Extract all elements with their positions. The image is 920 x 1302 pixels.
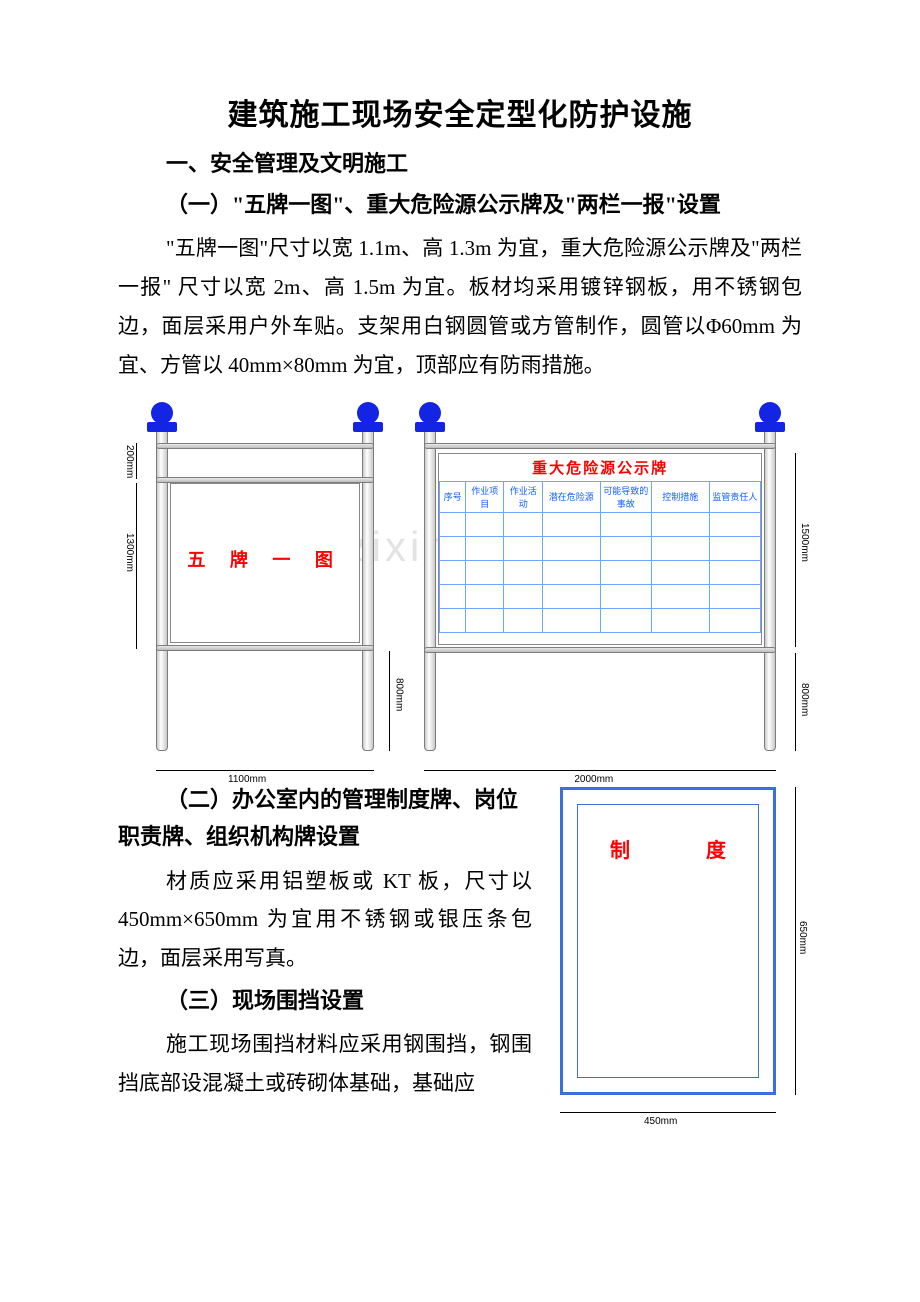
dim-200mm: 200mm	[124, 445, 135, 478]
dim-line	[156, 770, 374, 771]
subsection-1-para: "五牌一图"尺寸以宽 1.1m、高 1.3m 为宜，重大危险源公示牌及"两栏一报…	[118, 229, 802, 384]
dim-line	[795, 653, 796, 751]
dim-1300mm: 1300mm	[124, 533, 135, 572]
lower-text-column: （二）办公室内的管理制度牌、岗位职责牌、组织机构牌设置 材质应采用铝塑板或 KT…	[118, 781, 532, 1121]
table-row	[440, 560, 761, 584]
hazard-table: 序号 作业项目 作业活动 潜在危险源 可能导致的事故 控制措施 监管责任人	[439, 481, 761, 633]
finial-icon	[419, 402, 441, 424]
table-row	[440, 512, 761, 536]
table-row	[440, 584, 761, 608]
section-1-heading: 一、安全管理及文明施工	[118, 146, 802, 178]
finial-icon	[759, 402, 781, 424]
dim-line	[795, 453, 796, 647]
hazard-table-body	[440, 512, 761, 632]
sign1-post-right	[362, 421, 374, 751]
subsection-1-heading: （一）"五牌一图"、重大危险源公示牌及"两栏一报"设置	[118, 186, 802, 223]
dim-800mm: 800mm	[393, 678, 404, 711]
finial-base-icon	[415, 422, 445, 432]
col-project: 作业项目	[466, 481, 504, 512]
sign1-bar	[156, 443, 374, 449]
sign-hazard-board: 重大危险源公示牌 序号 作业项目 作业活动 潜在危险源 可能导致的事故 控制措施…	[414, 403, 802, 763]
hazard-table-header-row: 序号 作业项目 作业活动 潜在危险源 可能导致的事故 控制措施 监管责任人	[440, 481, 761, 512]
sign2-board: 重大危险源公示牌 序号 作业项目 作业活动 潜在危险源 可能导致的事故 控制措施…	[438, 453, 762, 645]
sign1-board: 五 牌 一 图	[170, 483, 360, 643]
sign2-bar	[424, 443, 776, 449]
subsection-1-heading-text: （一）"五牌一图"、重大危险源公示牌及"两栏一报"设置	[118, 186, 802, 223]
sign1-post-left	[156, 421, 168, 751]
sign2-title: 重大危险源公示牌	[439, 454, 761, 481]
finial-icon	[151, 402, 173, 424]
dim-1500mm: 1500mm	[799, 523, 810, 562]
dim-1100mm: 1100mm	[228, 774, 266, 785]
col-hazard: 潜在危险源	[542, 481, 600, 512]
policy-board-inner	[577, 804, 759, 1078]
diagrams-row: www.zixin.com.cn 五 牌 一 图 200mm 1300mm 80…	[118, 403, 802, 763]
col-activity: 作业活动	[504, 481, 542, 512]
policy-board-outer: 制 度	[560, 787, 776, 1095]
table-row	[440, 608, 761, 632]
dim-800mm: 800mm	[799, 683, 810, 716]
sign-five-boards: www.zixin.com.cn 五 牌 一 图 200mm 1300mm 80…	[118, 403, 386, 763]
col-control: 控制措施	[651, 481, 709, 512]
finial-icon	[357, 402, 379, 424]
subsection-3-heading: （三）现场围挡设置	[118, 982, 532, 1019]
dim-line	[136, 443, 137, 479]
table-row	[440, 536, 761, 560]
sign2-bar	[424, 647, 776, 653]
policy-board-diagram: 制 度 650mm 450mm	[554, 781, 802, 1121]
subsection-2-para: 材质应采用铝塑板或 KT 板，尺寸以450mm×650mm 为宜用不锈钢或银压条…	[118, 862, 532, 979]
finial-base-icon	[353, 422, 383, 432]
col-supervisor: 监管责任人	[709, 481, 760, 512]
dim-line	[424, 770, 776, 771]
sign1-label: 五 牌 一 图	[171, 546, 359, 572]
dim-450mm: 450mm	[644, 1116, 677, 1127]
dim-line	[389, 651, 390, 751]
dim-line	[136, 483, 137, 649]
col-seq: 序号	[440, 481, 466, 512]
subsection-2-heading: （二）办公室内的管理制度牌、岗位职责牌、组织机构牌设置	[118, 781, 532, 856]
dim-line	[560, 1112, 776, 1113]
sign2-post-right	[764, 421, 776, 751]
subsection-3-para: 施工现场围挡材料应采用钢围挡，钢围挡底部设混凝土或砖砌体基础，基础应	[118, 1025, 532, 1103]
sign2-post-left	[424, 421, 436, 751]
dim-650mm: 650mm	[797, 921, 808, 954]
dim-line	[795, 787, 796, 1095]
finial-base-icon	[147, 422, 177, 432]
finial-base-icon	[755, 422, 785, 432]
page-title: 建筑施工现场安全定型化防护设施	[118, 90, 802, 134]
sign1-bar	[156, 645, 374, 651]
lower-section: （二）办公室内的管理制度牌、岗位职责牌、组织机构牌设置 材质应采用铝塑板或 KT…	[118, 781, 802, 1121]
col-accident: 可能导致的事故	[600, 481, 651, 512]
